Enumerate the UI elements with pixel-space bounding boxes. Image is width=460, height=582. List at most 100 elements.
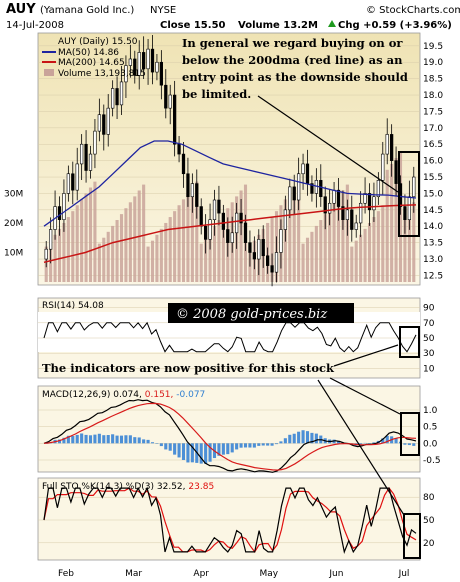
- candle-body: [243, 222, 248, 243]
- price-tick-label: 12.5: [423, 271, 443, 281]
- candle-body: [75, 163, 79, 191]
- candle-body: [93, 130, 97, 155]
- candle-body: [372, 196, 376, 211]
- volume-legend: Volume 13,193,815: [58, 69, 146, 79]
- candle-body: [133, 58, 137, 76]
- macd-panel-bg: [37, 385, 421, 473]
- price-tick-label: 18.0: [423, 91, 443, 101]
- candle-body: [270, 265, 274, 273]
- histogram-bar: [310, 432, 314, 444]
- candle-body: [257, 239, 261, 260]
- histogram-bar: [146, 439, 150, 444]
- volume-tick-label: 10M: [4, 248, 23, 258]
- ma200-line: [43, 204, 417, 264]
- macd-tick-label: 0.5: [423, 423, 437, 433]
- histogram-bar: [168, 443, 172, 451]
- volume-bar: [102, 237, 106, 282]
- volume-bar: [221, 214, 225, 282]
- candle-body: [305, 163, 310, 184]
- histogram-bar: [124, 435, 128, 444]
- macd-line: [43, 399, 417, 473]
- histogram-bar: [80, 433, 84, 444]
- price-tick-label: 14.5: [423, 206, 443, 216]
- histogram-bar: [128, 435, 132, 444]
- candle-body: [204, 225, 208, 240]
- candle-body: [137, 52, 141, 76]
- close-price: Close 15.50: [160, 20, 226, 31]
- x-tick-label: Mar: [125, 569, 142, 579]
- candle-body: [199, 206, 203, 227]
- price-tick-label: 17.0: [423, 124, 443, 134]
- volume-bars: [44, 152, 416, 282]
- histogram-bar: [407, 443, 411, 446]
- candle-body: [142, 52, 146, 70]
- histogram-bar: [248, 443, 252, 448]
- ticker-symbol: AUY: [6, 2, 36, 17]
- watermark-text: © 2008 gold-prices.biz: [176, 307, 327, 322]
- macd-label: MACD(12,26,9) 0.074, 0.151, -0.077: [42, 390, 205, 400]
- histogram-bar: [305, 431, 310, 444]
- price-panel: 12.5 13.0 13.5 14.0 14.5 15.0 15.5 16.0 16.5 17.0…: [4, 32, 443, 287]
- histogram-bar: [235, 443, 239, 450]
- candle-body: [297, 173, 301, 201]
- histogram-bar: [257, 443, 261, 446]
- volume-bar: [93, 181, 97, 282]
- macd-tick-label: -0.5: [423, 456, 441, 466]
- candle-body: [49, 229, 53, 250]
- histogram-bar: [230, 443, 234, 453]
- histogram-bar: [71, 436, 75, 444]
- volume-bar: [164, 222, 168, 282]
- x-axis-ticks: Feb Mar Apr May Jun Jul: [58, 569, 409, 579]
- volume-bar: [212, 225, 217, 282]
- histogram-bar: [97, 433, 101, 444]
- histogram-bar: [133, 437, 137, 444]
- histogram-bar: [252, 443, 256, 448]
- candle-body: [235, 212, 239, 234]
- candle-body: [150, 48, 155, 73]
- rsi-tick-label: 70: [423, 319, 435, 329]
- candle-body: [217, 199, 221, 214]
- volume-legend-swatch: [44, 69, 54, 76]
- candle-body: [106, 107, 110, 135]
- histogram-bar: [142, 439, 146, 444]
- volume-bar: [159, 228, 163, 282]
- x-tick-label: Jul: [398, 569, 410, 579]
- candle-body: [80, 143, 84, 165]
- candle-body: [310, 183, 314, 194]
- sto-d-value: 23.85: [188, 482, 214, 492]
- candle-body: [279, 229, 283, 253]
- volume-bar: [363, 228, 367, 282]
- volume-bar: [407, 208, 411, 282]
- price-tick-label: 18.5: [423, 75, 443, 85]
- candle-body: [221, 212, 225, 230]
- histogram-bar: [288, 434, 292, 444]
- volume-bar: [297, 181, 301, 282]
- candle-body: [119, 81, 124, 106]
- volume-bar: [314, 225, 318, 282]
- volume-bar: [403, 214, 407, 282]
- rsi-panel: 10 30 50 70 90 RSI(14) 54.08 © 2008 gold-pri…: [37, 297, 435, 379]
- annotation-line-4: be limited.: [182, 87, 251, 101]
- histogram-bar: [314, 433, 318, 444]
- volume-bar: [66, 217, 70, 282]
- volume-bar: [305, 237, 310, 282]
- candle-body: [186, 173, 190, 198]
- histogram-bar: [266, 443, 270, 446]
- candle-body: [239, 212, 243, 224]
- candle-body: [328, 202, 332, 214]
- candle-body: [212, 199, 217, 220]
- volume-bar: [128, 202, 132, 282]
- candle-body: [363, 193, 367, 204]
- price-tick-label: 19.0: [423, 58, 443, 68]
- rsi-tick-label: 10: [423, 364, 435, 374]
- sto-highlight-box: [403, 513, 421, 559]
- sto-d-line: [43, 487, 417, 553]
- volume-bar: [195, 181, 199, 282]
- histogram-bar: [111, 434, 115, 444]
- histogram-bar: [137, 437, 141, 444]
- histogram-bar: [336, 440, 341, 444]
- candle-body: [412, 176, 416, 198]
- volume-bar: [204, 237, 208, 282]
- histogram-bar: [297, 431, 301, 444]
